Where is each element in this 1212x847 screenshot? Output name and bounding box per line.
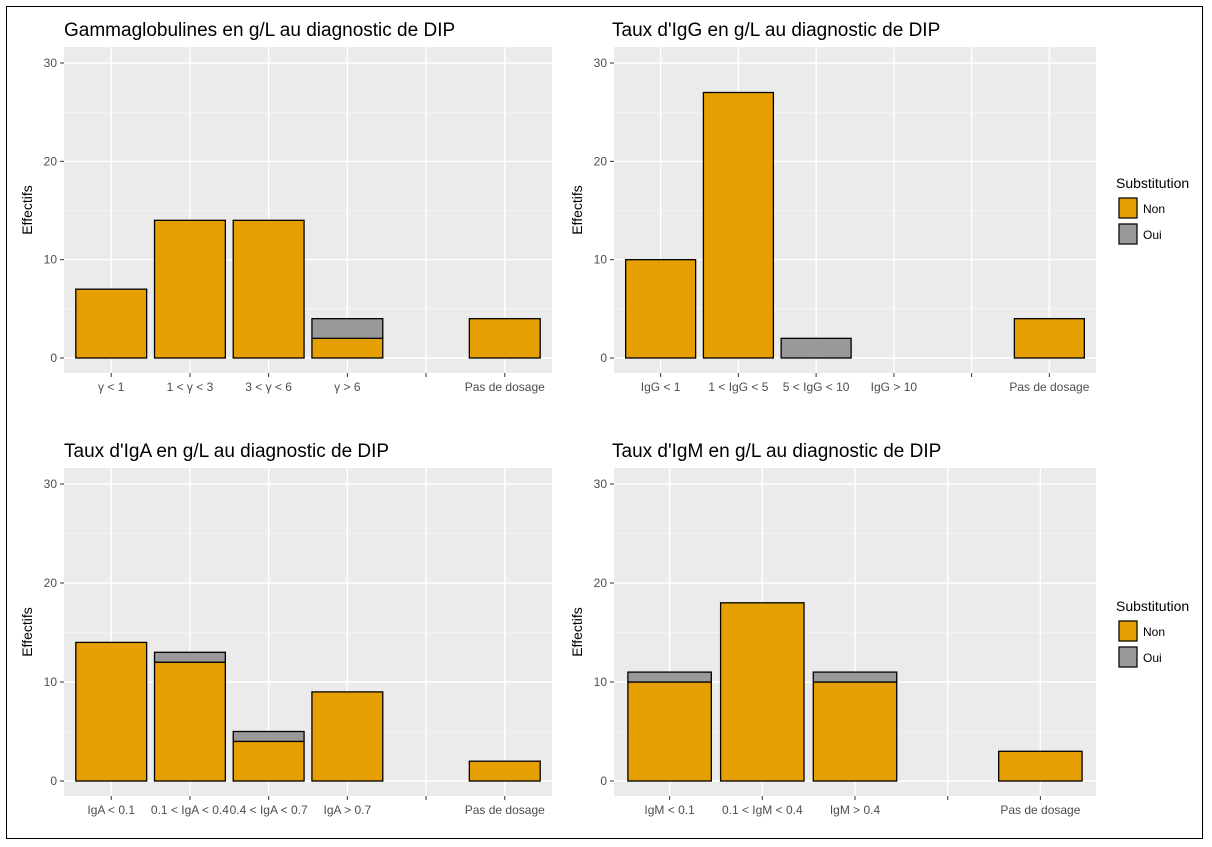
x-tick-label: 3 < γ < 6 [245, 380, 292, 394]
x-tick-label: Pas de dosage [1000, 803, 1080, 817]
x-tick-label: Pas de dosage [465, 803, 545, 817]
y-tick-label: 0 [600, 774, 607, 788]
x-tick-label: IgA < 0.1 [87, 803, 135, 817]
y-tick-label: 10 [44, 253, 58, 267]
y-tick-label: 0 [50, 351, 57, 365]
bar-non [153, 219, 227, 359]
x-tick-label: Pas de dosage [465, 380, 545, 394]
bar-non [627, 681, 712, 782]
legend-swatch-non [1118, 197, 1138, 219]
chart-panel-3: Taux d'IgA en g/L au diagnostic de DIP 0 1… [19, 441, 552, 817]
bar-non [75, 288, 148, 359]
bar-non [1013, 318, 1085, 359]
y-axis-label: Effectifs [19, 185, 35, 235]
x-tick-label: γ < 1 [98, 380, 125, 394]
x-tick-label: IgM < 0.1 [644, 803, 695, 817]
x-tick-label: IgG > 10 [871, 380, 918, 394]
x-tick-label: 0.1 < IgA < 0.4 [151, 803, 229, 817]
bar-non [311, 337, 384, 359]
x-tick-label: 0.1 < IgM < 0.4 [722, 803, 803, 817]
chart-title: Gammaglobulines en g/L au diagnostic de … [64, 20, 455, 41]
bar-non [812, 681, 898, 782]
bar-non [232, 740, 305, 782]
bar-oui [153, 651, 227, 663]
y-tick-label: 20 [594, 576, 608, 590]
bar-non [468, 318, 541, 359]
bar-non [232, 219, 305, 359]
x-tick-label: IgG < 1 [641, 380, 681, 394]
y-tick-label: 10 [594, 253, 608, 267]
y-axis-label: Effectifs [569, 607, 585, 657]
y-axis-label: Effectifs [569, 185, 585, 235]
y-tick-label: 10 [44, 675, 58, 689]
legend-swatch-oui [1118, 223, 1138, 245]
legend-label-oui: Oui [1143, 228, 1162, 242]
x-tick-label: γ > 6 [334, 380, 361, 394]
bar-non [468, 760, 541, 782]
legend-label-non: Non [1143, 202, 1165, 216]
x-tick-label: IgA > 0.7 [323, 803, 371, 817]
y-tick-label: 30 [594, 56, 608, 70]
y-tick-label: 20 [44, 576, 58, 590]
bar-non [625, 259, 697, 359]
bar-non [75, 641, 148, 782]
chart-panel-4: Taux d'IgM en g/L au diagnostic de DIP 0 1… [569, 441, 1096, 817]
bar-oui [812, 671, 898, 683]
legend-label-non: Non [1143, 625, 1165, 639]
bar-non [719, 602, 805, 782]
bar-non [702, 91, 775, 359]
bar-oui [311, 318, 384, 339]
bar-non [311, 691, 384, 782]
legend-label-oui: Oui [1143, 651, 1162, 665]
chart-panel-1: Gammaglobulines en g/L au diagnostic de … [19, 20, 552, 394]
bar-oui [232, 730, 305, 743]
chart-panel-2: Taux d'IgG en g/L au diagnostic de DIP 0 1… [569, 20, 1096, 394]
y-tick-label: 20 [44, 154, 58, 168]
y-tick-label: 0 [600, 351, 607, 365]
bar-non [153, 661, 227, 782]
legend-title: Substitution [1116, 598, 1189, 614]
bar-oui [627, 671, 712, 683]
y-tick-label: 30 [594, 477, 608, 491]
chart-title: Taux d'IgA en g/L au diagnostic de DIP [64, 441, 389, 462]
y-tick-label: 20 [594, 154, 608, 168]
legend-swatch-oui [1118, 646, 1138, 668]
y-tick-label: 0 [50, 774, 57, 788]
y-axis-label: Effectifs [19, 607, 35, 657]
x-tick-label: 1 < IgG < 5 [708, 380, 768, 394]
x-tick-label: 5 < IgG < 10 [783, 380, 850, 394]
x-tick-label: IgM > 0.4 [830, 803, 881, 817]
legend-title: Substitution [1116, 175, 1189, 191]
legend-swatch-non [1118, 620, 1138, 642]
x-tick-label: 1 < γ < 3 [167, 380, 214, 394]
y-tick-label: 30 [44, 56, 58, 70]
legend-2: Substitution Non Oui [1116, 598, 1189, 668]
chart-title: Taux d'IgM en g/L au diagnostic de DIP [612, 441, 941, 462]
x-tick-label: Pas de dosage [1009, 380, 1089, 394]
y-tick-label: 10 [594, 675, 608, 689]
y-tick-label: 30 [44, 477, 58, 491]
x-tick-label: 0.4 < IgA < 0.7 [230, 803, 308, 817]
bar-oui [780, 337, 852, 359]
bar-non [998, 750, 1083, 782]
chart-title: Taux d'IgG en g/L au diagnostic de DIP [612, 20, 940, 41]
legend-1: Substitution Non Oui [1116, 175, 1189, 245]
